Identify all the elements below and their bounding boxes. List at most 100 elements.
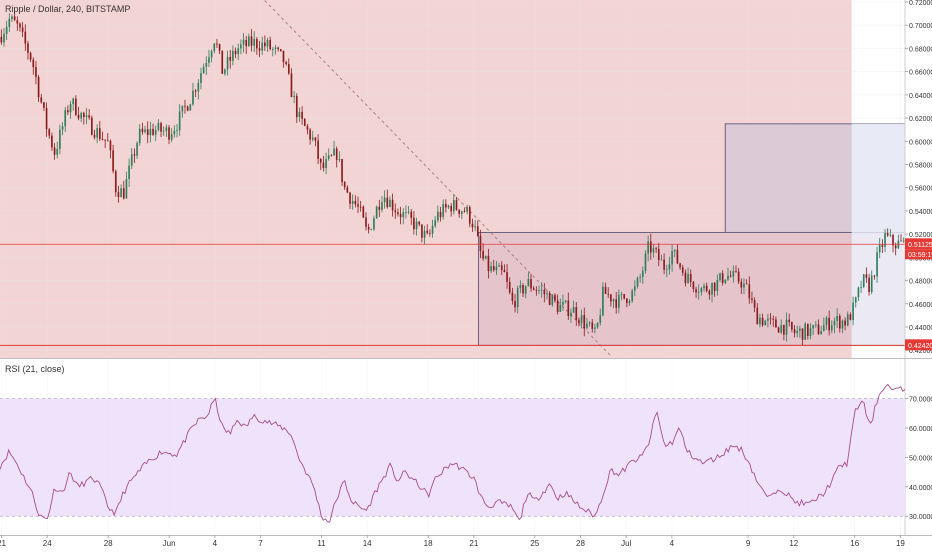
candle-body	[80, 112, 83, 119]
candle-body	[468, 207, 471, 224]
candle-body	[101, 138, 104, 140]
candle-body	[21, 27, 24, 32]
candle-body	[397, 212, 399, 215]
current-price-tag	[905, 238, 932, 250]
candle-body	[495, 266, 498, 271]
candle-body	[426, 230, 429, 233]
candle-body	[434, 220, 437, 226]
candle-body	[146, 129, 149, 136]
candle-body	[114, 171, 117, 193]
price-axis-tick-label: 0.60000	[909, 139, 932, 146]
candle-body	[399, 214, 402, 218]
candle-body	[663, 259, 665, 270]
candle-body	[639, 276, 641, 278]
candle-body	[157, 123, 160, 130]
price-axis-tick-label: 0.56000	[909, 186, 932, 193]
candle-body	[442, 203, 445, 218]
candle-body	[460, 211, 463, 214]
time-axis-tick-label: 19	[896, 539, 905, 548]
candle-body	[801, 328, 804, 340]
candle-body	[218, 44, 221, 51]
candle-body	[402, 212, 405, 218]
candle-body	[194, 90, 197, 92]
candle-body	[900, 240, 902, 242]
candle-body	[471, 223, 474, 228]
candle-body	[884, 233, 886, 247]
candle-body	[687, 274, 689, 284]
candle-body	[11, 16, 13, 19]
candle-body	[580, 315, 583, 324]
candle-body	[112, 150, 114, 172]
time-axis-tick-label: 11	[317, 539, 326, 548]
candle-body	[301, 111, 303, 119]
price-axis-tick-label: 0.66000	[909, 70, 932, 77]
candle-body	[322, 162, 325, 169]
candle-body	[72, 98, 75, 104]
candle-body	[796, 330, 799, 334]
candle-body	[892, 234, 894, 246]
candle-body	[516, 288, 519, 308]
range-box	[478, 231, 906, 346]
candle-body	[575, 307, 578, 320]
candle-body	[817, 324, 820, 335]
candle-body	[24, 31, 27, 44]
candle-body	[641, 270, 644, 277]
candle-body	[708, 290, 711, 295]
candle-body	[373, 218, 375, 230]
candle-body	[293, 95, 295, 98]
rsi-title: RSI (21, close)	[5, 364, 65, 374]
candle-body	[357, 204, 359, 207]
candle-body	[91, 117, 93, 135]
candle-body	[37, 77, 40, 98]
candle-body	[181, 105, 184, 112]
candle-body	[748, 284, 751, 299]
candle-body	[133, 154, 136, 156]
candle-body	[559, 304, 562, 312]
candle-body	[67, 110, 69, 113]
candle-body	[256, 39, 258, 49]
candle-body	[367, 226, 370, 230]
candle-body	[165, 127, 168, 131]
candle-body	[272, 48, 274, 50]
rsi-axis-tick-label: 40.0000	[909, 485, 932, 492]
candle-body	[572, 307, 575, 313]
time-axis-tick-label: 14	[363, 539, 372, 548]
candle-body	[290, 73, 293, 98]
candle-body	[27, 43, 29, 53]
candle-body	[562, 302, 564, 305]
candle-body	[775, 319, 777, 328]
candle-body	[836, 315, 838, 321]
candle-body	[51, 135, 53, 148]
candle-body	[83, 112, 85, 117]
time-axis-tick-label: 21	[0, 539, 7, 548]
price-axis-tick-label: 0.54000	[909, 209, 932, 216]
candle-body	[431, 225, 434, 234]
candle-body	[421, 224, 423, 238]
candle-body	[527, 279, 530, 286]
candle-body	[274, 47, 277, 49]
candle-body	[349, 192, 351, 204]
candle-body	[381, 202, 383, 210]
candle-body	[149, 128, 152, 136]
candle-body	[48, 129, 51, 136]
candle-body	[327, 155, 330, 160]
time-axis-tick-label: 21	[469, 539, 478, 548]
time-axis-tick-label: Jun	[163, 539, 176, 548]
candle-body	[466, 207, 468, 212]
candle-body	[173, 130, 176, 135]
candle-body	[338, 159, 341, 160]
candle-body	[141, 128, 144, 133]
candle-body	[447, 205, 450, 208]
candle-body	[511, 292, 514, 302]
candle-body	[202, 66, 205, 74]
candle-body	[615, 299, 618, 308]
candle-body	[740, 281, 743, 288]
candle-body	[59, 129, 61, 150]
candle-body	[13, 16, 16, 21]
candle-body	[266, 39, 269, 47]
candle-body	[162, 130, 165, 132]
price-axis-tick-label: 0.72000	[909, 0, 932, 7]
rsi-axis-tick-label: 30.0000	[909, 514, 932, 521]
price-axis-tick-label: 0.62000	[909, 116, 932, 123]
